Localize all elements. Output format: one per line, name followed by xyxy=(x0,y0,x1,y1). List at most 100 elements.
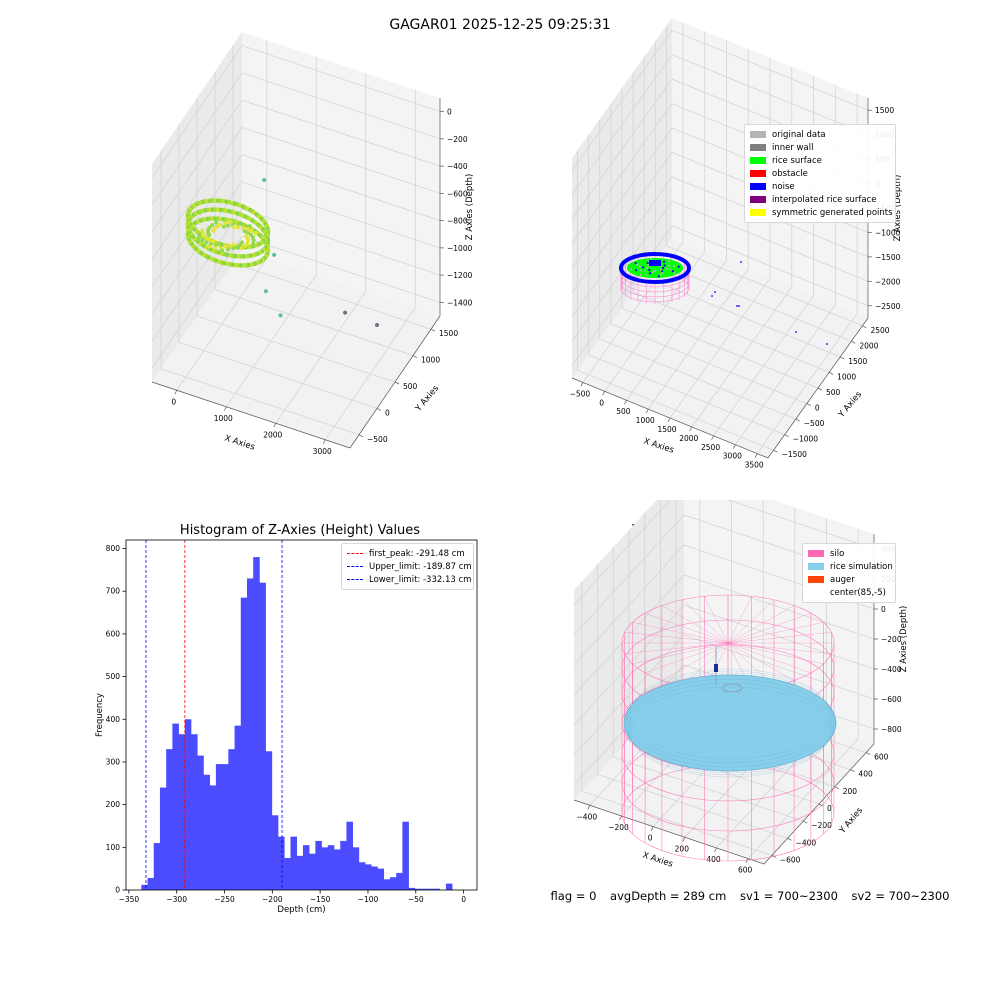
plot1-y-tick-label: 0 xyxy=(385,408,390,417)
hist-bar xyxy=(290,836,298,890)
plot2-y-tick-label: 500 xyxy=(826,388,841,397)
plot4-z-tick-label: 0 xyxy=(881,605,886,614)
plot1-grid-z xyxy=(151,126,441,260)
plot2-mixed-point xyxy=(677,265,680,268)
plot2-legend: original data inner wall rice surface obsta… xyxy=(744,124,896,223)
hist-bar xyxy=(166,749,173,890)
plot4-z-tick-label: −800 xyxy=(881,725,902,734)
hist-bar xyxy=(284,857,291,890)
plot4-x-tick-label: 400 xyxy=(706,855,721,864)
plot1-ring-inner-point xyxy=(208,241,213,246)
plot2-grid-x xyxy=(582,22,684,383)
plot2-legend-swatch xyxy=(750,183,766,190)
hist-x-tick-label: −200 xyxy=(262,895,283,904)
plot1-z-tick-label: −1200 xyxy=(447,271,473,280)
plot2-x-tick-label: 2000 xyxy=(679,434,698,443)
plot4-legend-label: center(85,-5) xyxy=(830,587,886,598)
plot2-legend-entry: symmetric generated points xyxy=(750,206,893,219)
figure-suptitle: GAGAR01 2025-12-25 09:25:31 xyxy=(389,17,611,33)
plot2-legend-label: noise xyxy=(772,181,795,192)
plot2-y-tick-label: −1500 xyxy=(782,450,808,459)
plot1-x-tick xyxy=(322,439,326,444)
plot2-mixed-point xyxy=(671,270,674,273)
plot2-mixed-point xyxy=(661,270,664,273)
hist-legend-line xyxy=(347,579,363,580)
plot2-mixed-point xyxy=(646,263,649,266)
plot4-x-tick xyxy=(587,805,591,810)
status-line: flag = 0 avgDepth = 289 cm sv1 = 700~230… xyxy=(500,889,1000,903)
plot2-y-tick xyxy=(862,325,867,329)
hist-bar xyxy=(147,878,155,890)
plot2-x-tick-label: 0 xyxy=(599,398,604,407)
hist-y-tick-label: 200 xyxy=(106,800,121,809)
plot1-ring-inner-point xyxy=(248,232,253,237)
hist-bar xyxy=(253,557,260,890)
plot2-noise-ring xyxy=(619,252,691,284)
plot1-x-tick-label: 2000 xyxy=(263,430,282,439)
status-sv2: sv2 = 700~2300 xyxy=(851,889,950,903)
hist-x-tick-label: −350 xyxy=(119,895,140,904)
hist-bar xyxy=(259,582,266,890)
plot1-ring-inner-point xyxy=(223,244,228,249)
hist-bar xyxy=(278,836,285,890)
plot1-ring-inner-point xyxy=(223,221,228,226)
plot4-legend-label: silo xyxy=(830,548,845,559)
plot4-silo-spoke xyxy=(624,632,729,644)
hist-bar xyxy=(178,734,186,890)
plot4-y-tick-label: −600 xyxy=(780,855,801,864)
hist-bar xyxy=(309,853,316,890)
plot1-ring-inner-point xyxy=(228,243,233,248)
plot1-grid-z xyxy=(151,99,441,233)
plot2-grid-y xyxy=(621,88,819,389)
hist-bar xyxy=(191,734,198,890)
plot4-silo-spoke xyxy=(727,605,795,644)
plot4-silo-spoke xyxy=(727,642,832,654)
plot4-silo-spoke xyxy=(727,632,832,644)
plot4-grid-y xyxy=(612,547,804,822)
plot4-silo-spoke xyxy=(727,642,824,664)
hist-bar xyxy=(302,845,310,890)
hist-legend-line xyxy=(347,553,363,554)
plot2-x-tick-label: 1500 xyxy=(657,425,676,434)
plot4-y-tick xyxy=(850,769,855,773)
plot4-legend-swatch xyxy=(808,563,824,570)
plot2-x-tick-label: 2500 xyxy=(701,443,720,452)
hist-x-tick-label: −50 xyxy=(408,895,424,904)
hist-bar xyxy=(334,849,341,890)
hist-frame xyxy=(125,539,478,891)
hist-y-tick-label: 300 xyxy=(106,757,121,766)
hist-bar xyxy=(321,847,329,890)
plot1-z-tick-label: −200 xyxy=(447,135,468,144)
plot2-y-tick xyxy=(784,434,789,437)
plot4-silo-spoke xyxy=(727,596,752,644)
plot2-legend-label: inner wall xyxy=(772,142,814,153)
plot2-mixed-point xyxy=(673,271,676,274)
hist-bar xyxy=(408,887,416,890)
plot1-ring-inner-point xyxy=(222,224,226,229)
plot2-y-tick xyxy=(840,356,845,360)
hist-bar xyxy=(389,877,397,890)
plot2-mixed-point xyxy=(642,266,645,269)
plot1-x-tick-label: 0 xyxy=(171,397,176,406)
plot4-y-tick-label: 0 xyxy=(827,804,832,813)
plot1-ring-point xyxy=(265,228,271,233)
plot4-y-tick-label: 200 xyxy=(843,787,858,796)
plot4-y-tick-label: 400 xyxy=(858,770,873,779)
hist-x-tick-label: −150 xyxy=(310,895,331,904)
plot4-legend-entry: silo xyxy=(808,547,890,560)
plot1-grid-y xyxy=(214,71,414,356)
plot4-z-tick-label: −600 xyxy=(881,695,902,704)
hist-y-axis-label: Frequency xyxy=(95,693,105,737)
hist-bar xyxy=(315,840,322,890)
plot2-noise-point xyxy=(714,291,716,293)
hist-bar xyxy=(327,845,335,890)
plot1-raw-3d: 0 1000 2000 3000 −500 0 500 1000 1500 −1400 −1200 −… xyxy=(151,32,475,456)
hist-bar xyxy=(271,815,279,890)
plot2-legend-swatch xyxy=(750,170,766,177)
hist-bar xyxy=(172,723,179,890)
plot4-legend-swatch xyxy=(808,576,824,583)
hist-x-tick-label: −100 xyxy=(358,895,379,904)
plot1-ring-inner-point xyxy=(218,242,223,247)
plot1-z-tick-label: 0 xyxy=(447,108,452,117)
plot1-y-axis-label: Y Axies xyxy=(413,383,441,414)
